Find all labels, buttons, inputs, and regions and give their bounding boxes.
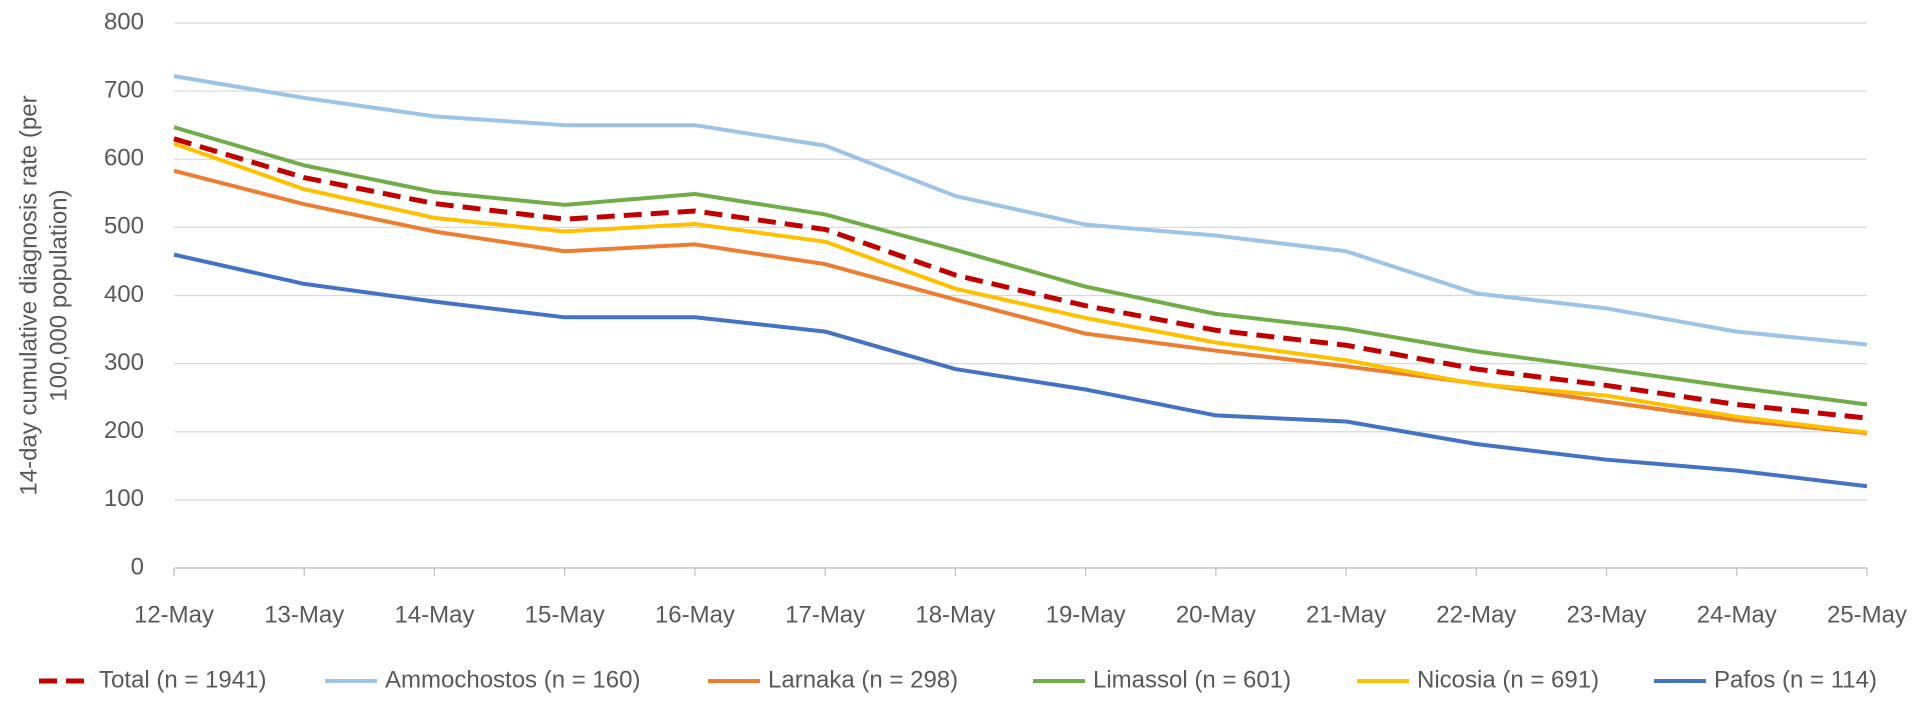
x-tick-label: 22-May xyxy=(1436,601,1516,628)
x-tick-label: 15-May xyxy=(525,601,605,628)
y-tick-label: 700 xyxy=(104,76,144,103)
x-tick-label: 13-May xyxy=(264,601,344,628)
y-tick-label: 100 xyxy=(104,485,144,512)
x-tick-label: 12-May xyxy=(134,601,214,628)
y-tick-label: 600 xyxy=(104,145,144,172)
y-axis-label: 14-day cumulative diagnosis rate (per xyxy=(15,95,42,495)
y-axis-label: 100,000 population) xyxy=(45,189,72,401)
y-tick-label: 800 xyxy=(104,8,144,35)
x-tick-label: 23-May xyxy=(1567,601,1647,628)
x-tick-label: 24-May xyxy=(1697,601,1777,628)
x-tick-label: 25-May xyxy=(1827,601,1907,628)
series-line xyxy=(173,252,1868,489)
x-tick-label: 14-May xyxy=(394,601,474,628)
legend-label: Larnaka (n = 298) xyxy=(768,666,958,693)
y-tick-label: 400 xyxy=(104,281,144,308)
legend-label: Total (n = 1941) xyxy=(99,666,266,693)
y-tick-label: 0 xyxy=(131,553,144,580)
legend-label: Limassol (n = 601) xyxy=(1093,666,1291,693)
x-tick-label: 20-May xyxy=(1176,601,1256,628)
x-tick-label: 16-May xyxy=(655,601,735,628)
legend-label: Pafos (n = 114) xyxy=(1714,666,1877,693)
series-line xyxy=(173,125,1868,407)
y-tick-label: 200 xyxy=(104,417,144,444)
series-line xyxy=(173,168,1868,436)
x-tick-label: 19-May xyxy=(1046,601,1126,628)
y-tick-label: 300 xyxy=(104,349,144,376)
x-tick-label: 17-May xyxy=(785,601,865,628)
series-line xyxy=(173,141,1868,435)
y-tick-label: 500 xyxy=(104,213,144,240)
x-tick-label: 18-May xyxy=(915,601,995,628)
series-line xyxy=(173,136,1868,421)
legend-label: Nicosia (n = 691) xyxy=(1417,666,1599,693)
x-tick-label: 21-May xyxy=(1306,601,1386,628)
series-line xyxy=(173,74,1868,347)
legend-label: Ammochostos (n = 160) xyxy=(385,666,640,693)
